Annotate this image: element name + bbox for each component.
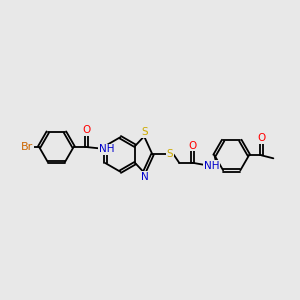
Text: S: S: [167, 149, 173, 160]
Text: O: O: [82, 125, 91, 135]
Text: O: O: [188, 140, 197, 151]
Text: S: S: [141, 127, 148, 137]
Text: NH: NH: [99, 144, 114, 154]
Text: Br: Br: [20, 142, 33, 152]
Text: N: N: [141, 172, 148, 182]
Text: NH: NH: [204, 161, 220, 171]
Text: O: O: [257, 133, 266, 143]
